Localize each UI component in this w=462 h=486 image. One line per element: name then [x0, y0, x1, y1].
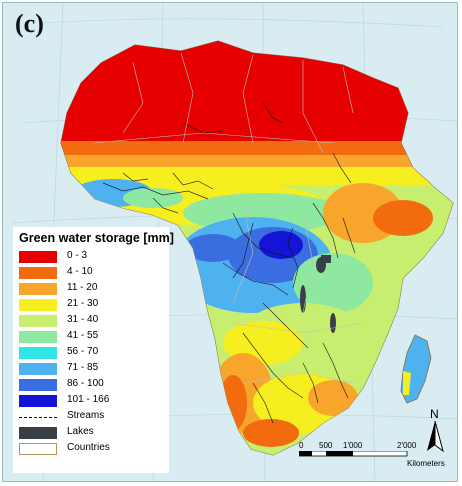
legend-label: 0 - 3	[67, 250, 88, 261]
legend-item: 0 - 3	[19, 249, 167, 265]
legend: Green water storage [mm] 0 - 3 4 - 10 11…	[13, 227, 174, 473]
legend-items: 0 - 3 4 - 10 11 - 20 21 - 30 31 - 40 41 …	[19, 249, 167, 457]
lakes-symbol	[19, 427, 57, 439]
scale-tick: 500	[319, 441, 333, 450]
scale-bar: 0 500 1'000 2'000 Kilometers	[299, 435, 457, 475]
legend-label: 31 - 40	[67, 314, 99, 325]
legend-swatch	[19, 315, 57, 327]
scale-tick: 0	[299, 441, 304, 450]
legend-swatch	[19, 363, 57, 375]
legend-label-countries: Countries	[67, 442, 110, 453]
legend-swatch	[19, 347, 57, 359]
legend-swatch	[19, 283, 57, 295]
legend-label: 86 - 100	[67, 378, 104, 389]
legend-item: 71 - 85	[19, 361, 167, 377]
legend-label-lakes: Lakes	[67, 426, 94, 437]
legend-label: 11 - 20	[67, 282, 98, 293]
legend-item-lakes: Lakes	[19, 425, 167, 441]
legend-swatch	[19, 299, 57, 311]
scale-bar-graphic	[299, 451, 408, 457]
legend-label: 101 - 166	[67, 394, 110, 405]
legend-item: 11 - 20	[19, 281, 167, 297]
legend-swatch	[19, 267, 57, 279]
legend-item: 21 - 30	[19, 297, 167, 313]
scale-unit: Kilometers	[407, 459, 445, 468]
legend-label: 21 - 30	[67, 298, 99, 309]
legend-item: 86 - 100	[19, 377, 167, 393]
legend-label: 41 - 55	[67, 330, 99, 341]
legend-title: Green water storage [mm]	[19, 231, 174, 245]
country-borders	[92, 52, 364, 384]
legend-item: 4 - 10	[19, 265, 167, 281]
legend-swatch	[19, 251, 57, 263]
north-label: N	[430, 407, 439, 421]
legend-item: 56 - 70	[19, 345, 167, 361]
panel-label: (c)	[15, 9, 44, 38]
legend-label: 56 - 70	[67, 346, 99, 357]
legend-label: 4 - 10	[67, 266, 93, 277]
legend-item-countries: Countries	[19, 441, 167, 457]
legend-item: 41 - 55	[19, 329, 167, 345]
north-arrow: N	[423, 407, 447, 453]
legend-item: 31 - 40	[19, 313, 167, 329]
north-arrow-icon	[427, 421, 444, 453]
scale-tick: 2'000	[397, 441, 417, 450]
legend-swatch	[19, 379, 57, 391]
legend-swatch	[19, 395, 57, 407]
legend-swatch	[19, 331, 57, 343]
map-frame: (c) Green water storage [mm] 0 - 3 4 - 1…	[2, 2, 458, 482]
legend-item: 101 - 166	[19, 393, 167, 409]
countries-symbol	[19, 443, 57, 455]
scale-tick: 1'000	[343, 441, 363, 450]
legend-label: 71 - 85	[67, 362, 99, 373]
legend-label-streams: Streams	[67, 410, 105, 421]
streams	[102, 102, 356, 424]
streams-symbol	[19, 417, 57, 418]
legend-item-streams: Streams	[19, 409, 167, 425]
